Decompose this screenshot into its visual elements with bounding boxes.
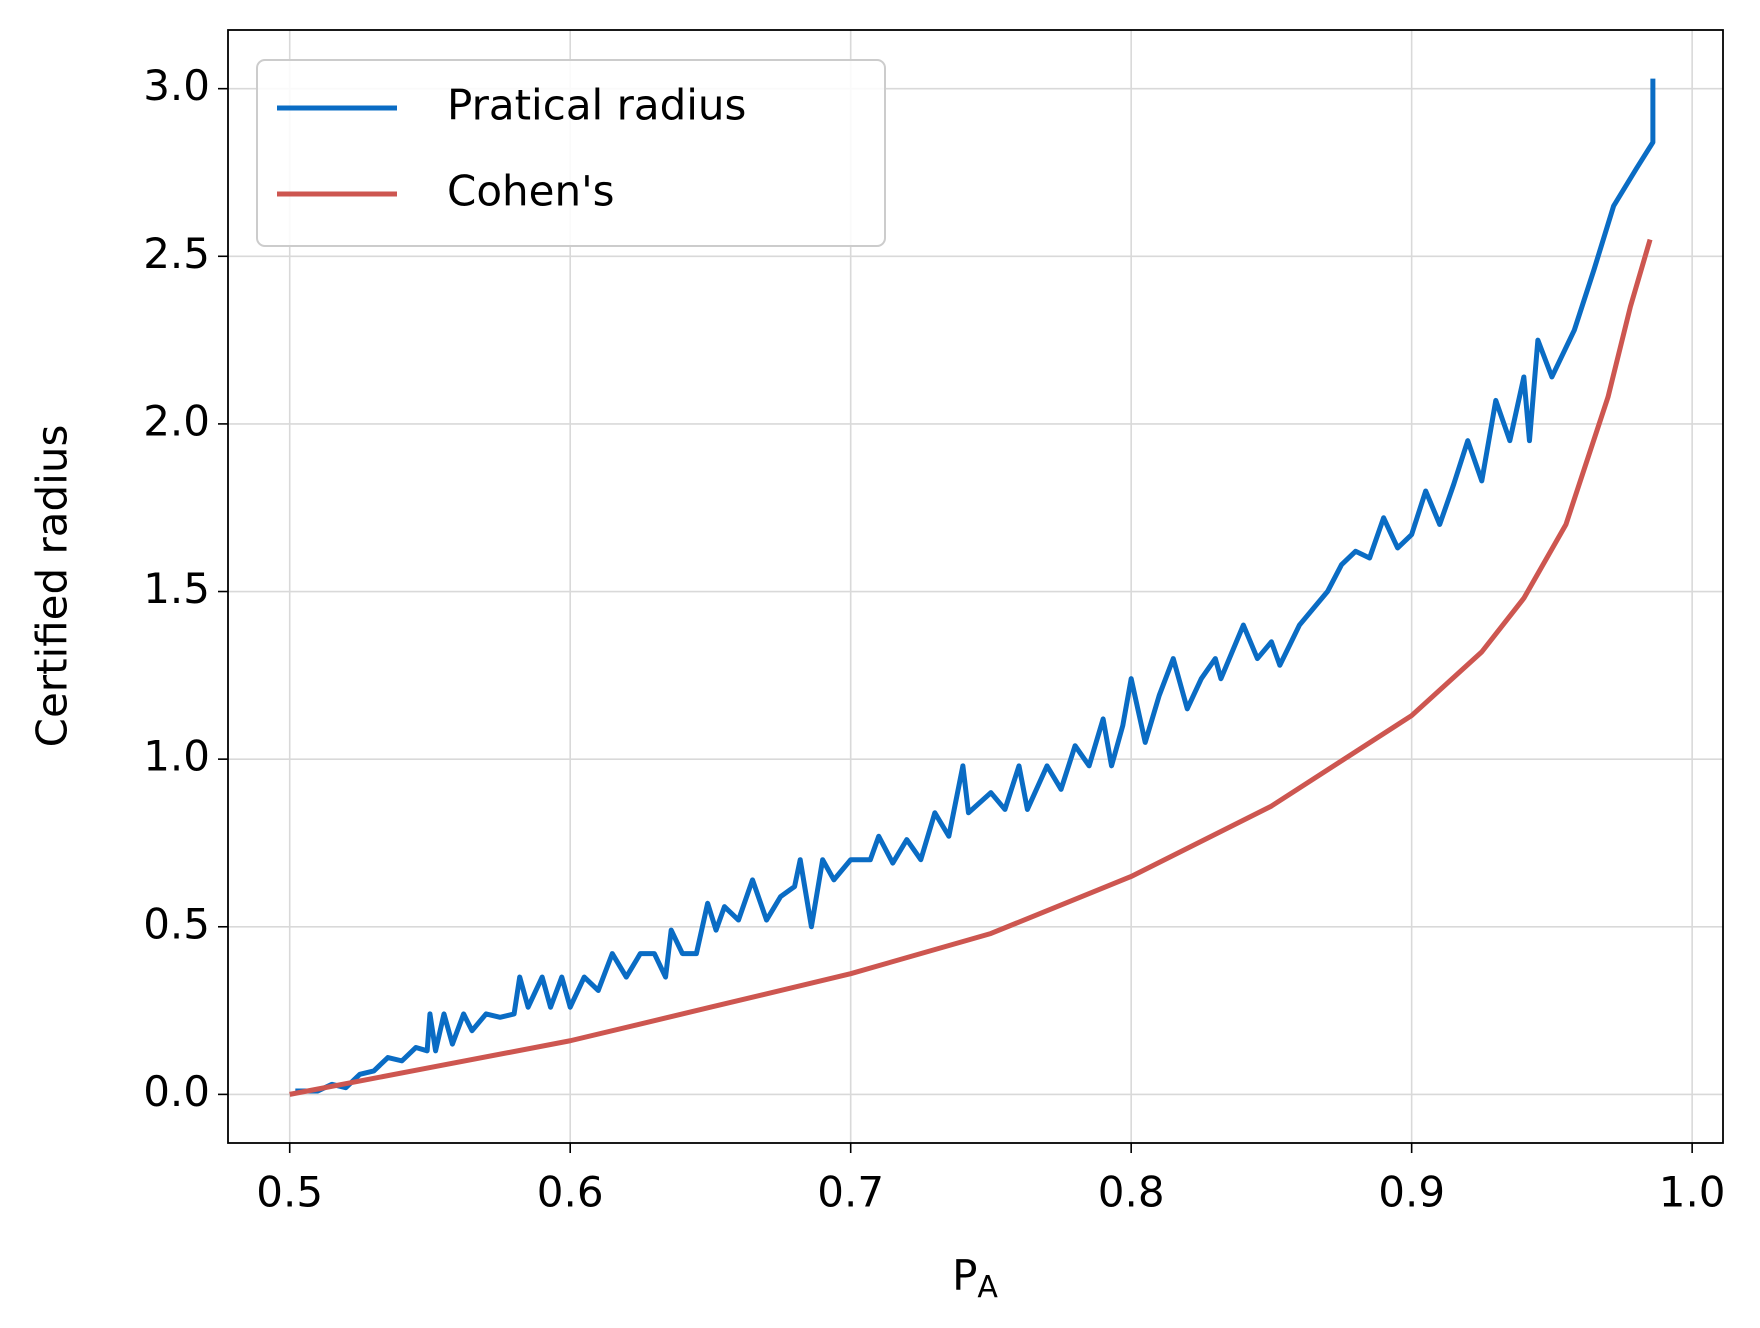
legend-label: Pratical radius: [447, 81, 746, 130]
line: [295, 78, 1656, 1094]
legend-label: Cohen's: [447, 167, 615, 216]
y-axis-label: Certified radius: [28, 425, 77, 748]
legend-box: [256, 59, 886, 247]
x-tick-label: 0.5: [256, 1168, 323, 1217]
x-tick-label: 0.7: [817, 1168, 884, 1217]
y-tick-label: 0.0: [143, 1067, 210, 1116]
x-tick-label: 0.8: [1098, 1168, 1165, 1217]
y-tick-label: 0.5: [143, 899, 210, 948]
x-tick-label: 0.9: [1378, 1168, 1445, 1217]
line: [289, 238, 1653, 1097]
y-tick-label: 2.5: [143, 229, 210, 278]
plot-frame: [227, 29, 1724, 1144]
y-tick-label: 1.0: [143, 732, 210, 781]
y-tick-label: 3.0: [143, 61, 210, 110]
y-tick-label: 1.5: [143, 564, 210, 613]
x-axis-label-main: P: [952, 1251, 977, 1300]
y-tick-label: 2.0: [143, 396, 210, 445]
x-tick-label: 1.0: [1659, 1168, 1726, 1217]
x-axis-label-subscript: A: [977, 1270, 998, 1305]
x-axis-label: PA: [952, 1251, 998, 1305]
x-tick-label: 0.6: [537, 1168, 604, 1217]
